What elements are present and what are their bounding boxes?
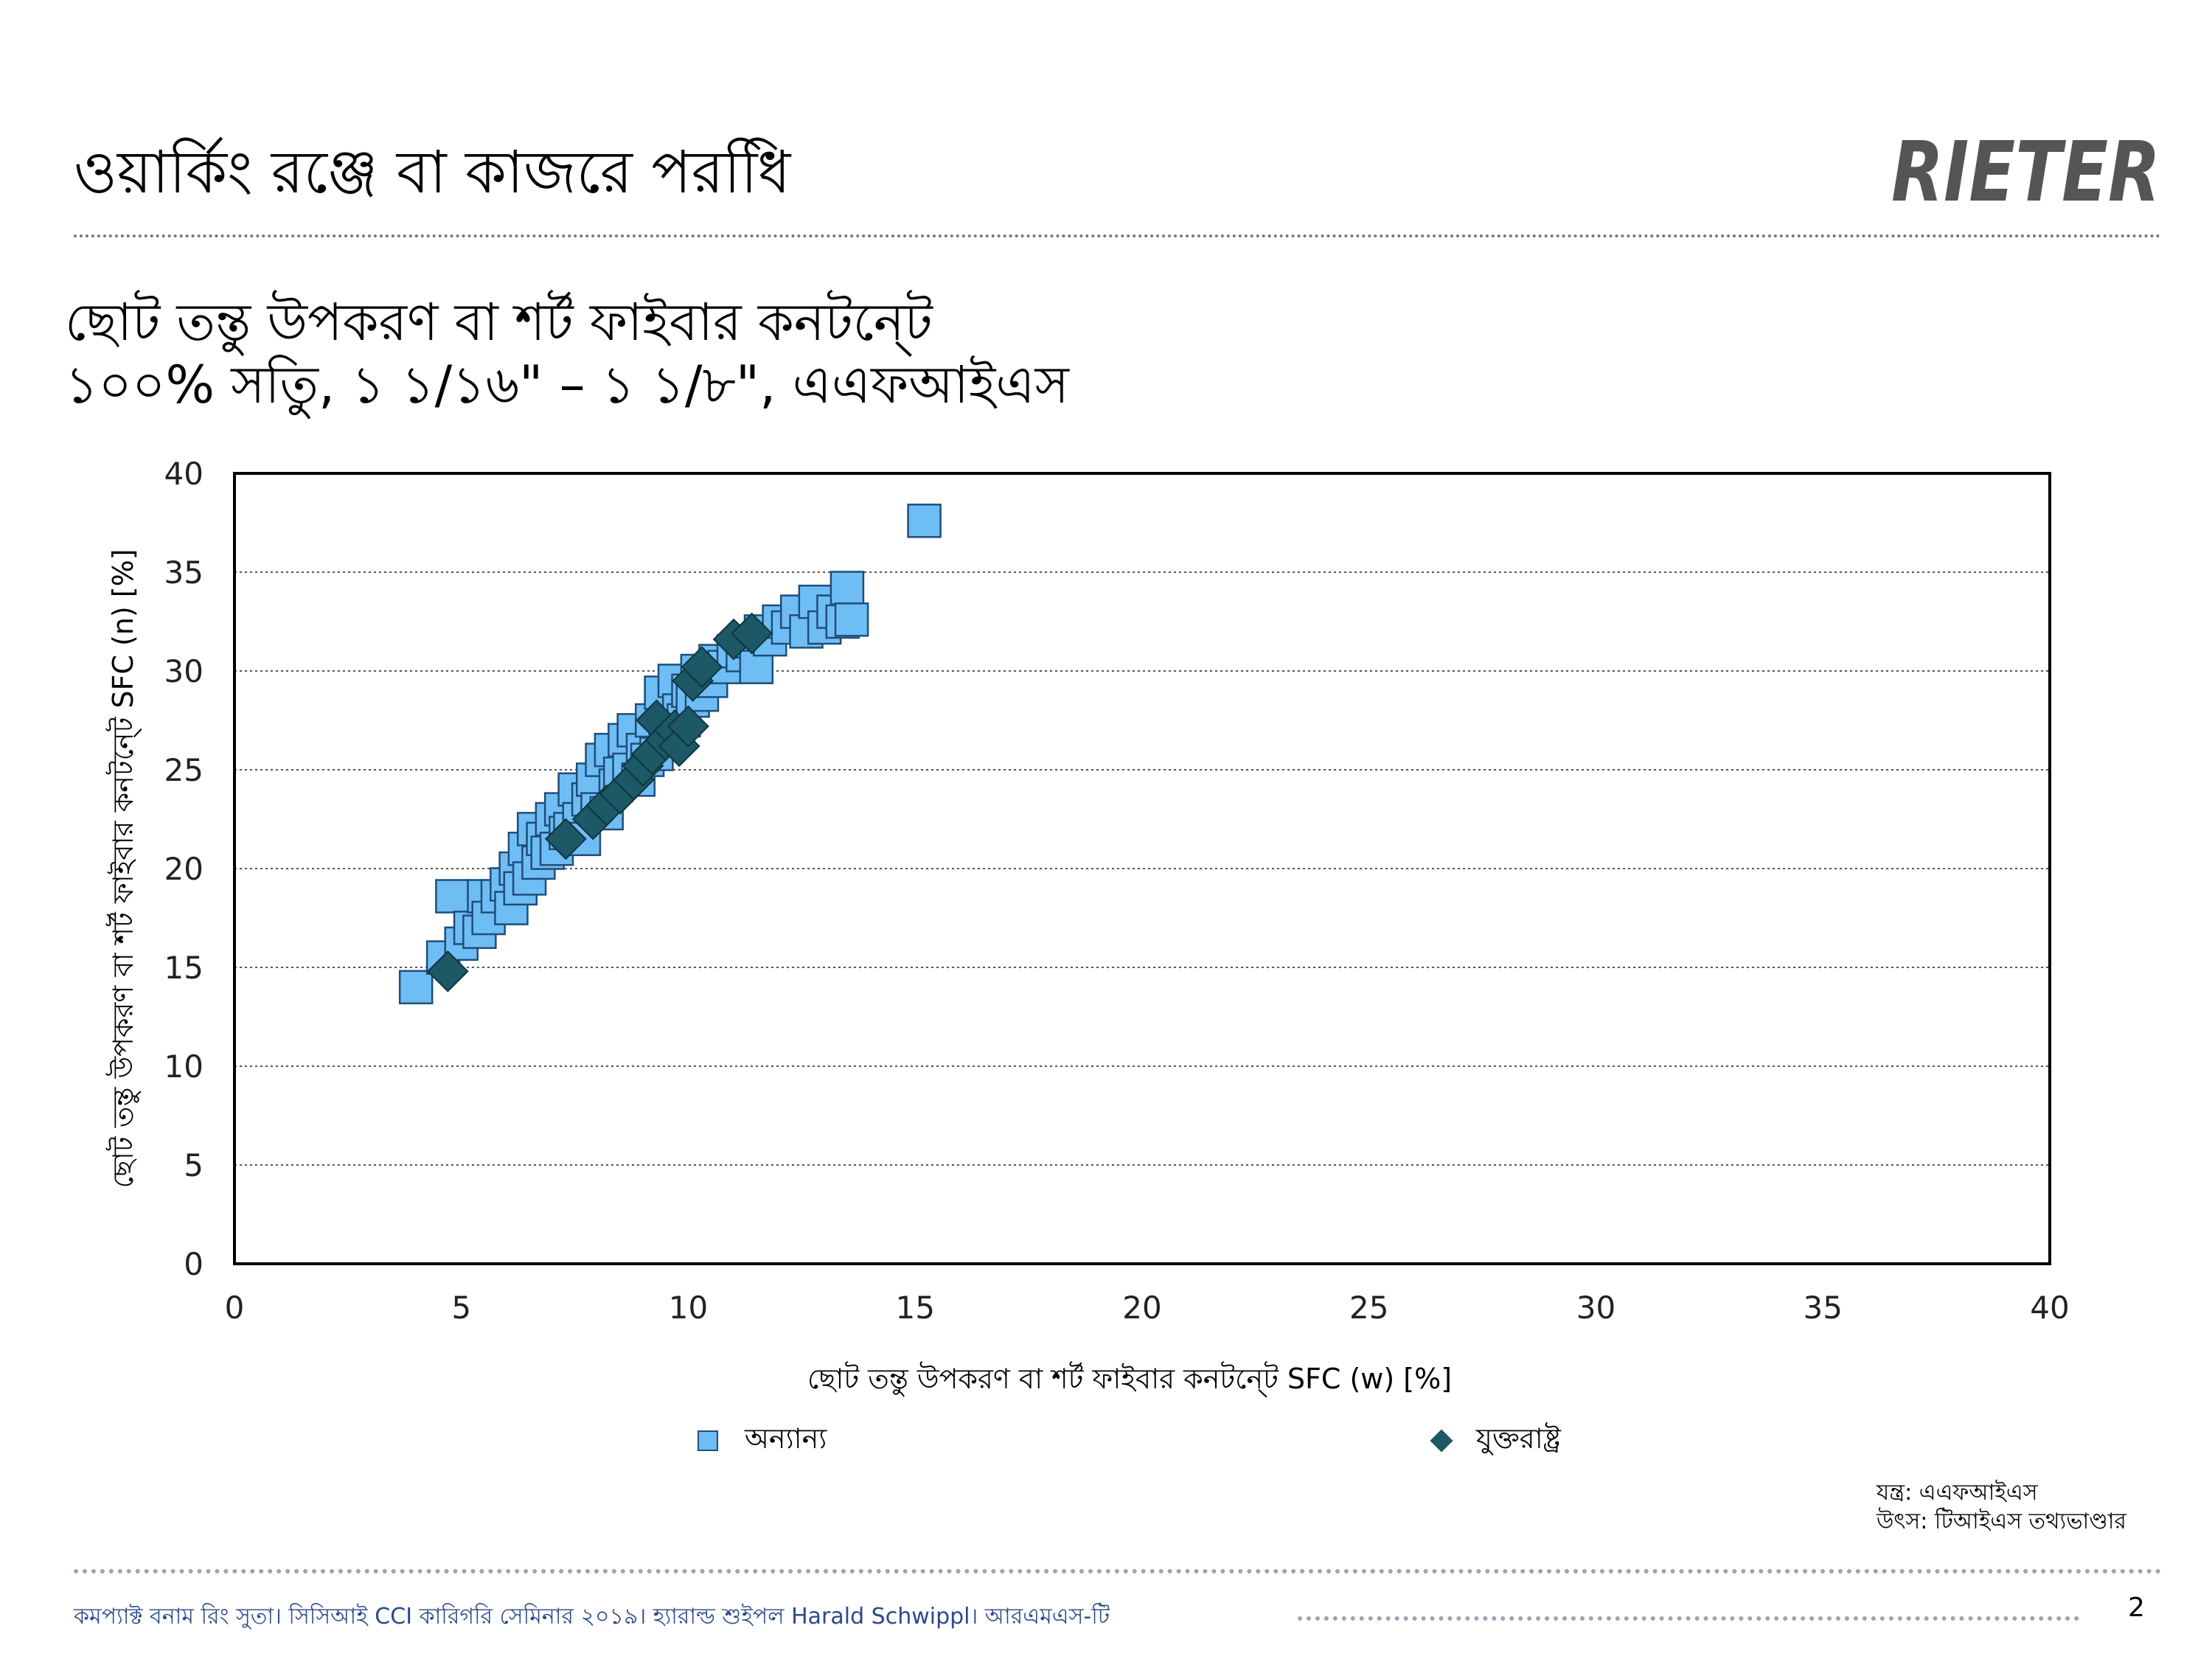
footer-text: কমপ্যাক্ট বনাম রিং সুতা। সিসিআই CCI কারি… xyxy=(74,1604,1110,1630)
data-point-square xyxy=(435,879,470,914)
rieter-logo: RIETER xyxy=(1891,133,2160,214)
y-tick-label: 0 xyxy=(184,1246,204,1282)
source-line: উৎস: টিআইএস তথ্যভাণ্ডার xyxy=(1877,1509,2126,1534)
data-series xyxy=(398,504,942,1005)
chart-subtitle: ছোট তন্তু উপকরণ বা শর্ট ফাইবার কনটনে্ট ১… xyxy=(65,291,1069,417)
legend-label-others: অন্যান্য xyxy=(745,1422,827,1455)
x-tick-label: 35 xyxy=(1804,1290,1843,1326)
data-point-diamond xyxy=(731,612,773,655)
y-tick-label: 35 xyxy=(164,554,204,591)
subtitle-line-2: ১০০% সতুি, ১ ১/১৬" – ১ ১/৮", এএফআইএস xyxy=(65,355,1069,416)
source-note: যন্ত্র: এএফআইএস উৎস: টিআইএস তথ্যভাণ্ডার xyxy=(1877,1478,2126,1536)
y-axis-label: ছোট তন্তু উপকরণ বা শর্ট ফাইবার কনটনে্ট S… xyxy=(105,549,142,1188)
x-tick-label: 30 xyxy=(1576,1290,1615,1326)
x-tick-label: 10 xyxy=(669,1290,708,1326)
y-tick-label: 30 xyxy=(164,653,204,689)
data-point-diamond xyxy=(667,705,709,748)
data-point-square xyxy=(398,970,434,1005)
y-tick-label: 40 xyxy=(164,456,204,492)
x-axis-ticks: 0 5 10 15 20 25 30 35 40 xyxy=(225,1290,2070,1326)
y-tick-label: 10 xyxy=(164,1048,204,1085)
footer-divider xyxy=(74,1569,2162,1573)
y-tick-label: 20 xyxy=(164,851,204,887)
grid-lines xyxy=(234,571,2050,1166)
title-divider xyxy=(74,234,2162,237)
series-1 xyxy=(426,612,773,992)
x-tick-label: 25 xyxy=(1349,1290,1388,1326)
page-number: 2 xyxy=(2128,1593,2145,1623)
data-point-square xyxy=(907,504,942,538)
data-point-diamond xyxy=(544,818,587,860)
y-tick-label: 5 xyxy=(184,1147,204,1183)
x-tick-label: 40 xyxy=(2030,1290,2069,1326)
x-axis-label: ছোট তন্তু উপকরণ বা শর্ট ফাইবার কনটনে্ট S… xyxy=(807,1361,1452,1397)
legend-square-marker xyxy=(698,1430,718,1451)
slide-title: ওয়ার্কিং রঞ্জে বা কাজরে পরধিি xyxy=(74,138,791,206)
plot-area xyxy=(233,472,2051,1265)
y-tick-label: 25 xyxy=(164,752,204,788)
data-point-diamond xyxy=(681,646,723,689)
legend-item-others: অন্যান্য xyxy=(698,1417,827,1464)
instrument-note: যন্ত্র: এএফআইএস xyxy=(1877,1480,2038,1506)
data-point-diamond xyxy=(426,950,469,992)
legend-label-usa: যুক্তরাষ্ট্র xyxy=(1476,1422,1561,1455)
footer-divider-secondary xyxy=(1298,1616,2079,1621)
x-tick-label: 15 xyxy=(896,1290,935,1326)
y-tick-label: 15 xyxy=(164,950,204,986)
svg-text:RIETER: RIETER xyxy=(1891,133,2160,214)
subtitle-line-1: ছোট তন্তু উপকরণ বা শর্ট ফাইবার কনটনে্ট xyxy=(65,292,933,352)
x-tick-label: 5 xyxy=(451,1290,471,1326)
legend-diamond-marker xyxy=(1430,1429,1453,1453)
data-point-square xyxy=(834,602,869,637)
legend-item-usa: যুক্তরাষ্ট্র xyxy=(1430,1417,1561,1464)
x-tick-label: 20 xyxy=(1122,1290,1161,1326)
y-axis-ticks: 0 5 10 15 20 25 30 35 40 xyxy=(164,456,204,1282)
x-tick-label: 0 xyxy=(225,1290,245,1326)
data-point-square xyxy=(830,571,865,605)
